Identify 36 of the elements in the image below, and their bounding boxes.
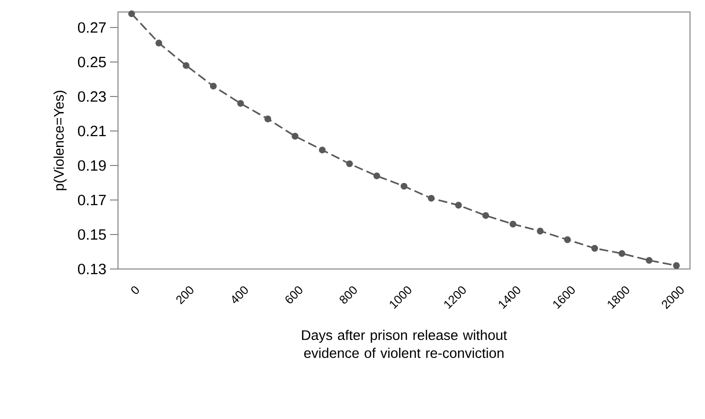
x-tick-label: 0 bbox=[131, 286, 139, 294]
y-tick-label: 0.13 bbox=[78, 264, 106, 274]
point bbox=[128, 10, 136, 18]
point bbox=[373, 172, 380, 180]
point bbox=[182, 62, 190, 69]
point bbox=[264, 116, 272, 122]
x-tick-label: 200 bbox=[176, 286, 194, 304]
y-tick-label: 0.25 bbox=[78, 56, 106, 68]
point bbox=[346, 160, 353, 168]
point bbox=[564, 236, 571, 244]
point bbox=[318, 146, 326, 154]
x-tick-label: 400 bbox=[232, 286, 248, 304]
x-tick-label: 600 bbox=[286, 286, 302, 304]
y-axis-title: p(Violence=Yes) bbox=[54, 90, 67, 190]
point bbox=[510, 220, 516, 228]
point bbox=[455, 202, 462, 209]
point bbox=[428, 194, 435, 202]
point bbox=[155, 40, 162, 46]
point bbox=[292, 132, 298, 140]
point bbox=[591, 244, 598, 252]
y-tick-label: 0.19 bbox=[78, 160, 106, 171]
point bbox=[482, 212, 490, 219]
y-tick-label: 0.23 bbox=[78, 91, 106, 102]
point bbox=[237, 100, 244, 107]
y-tick-label: 0.21 bbox=[78, 126, 106, 136]
y-tick-label: 0.17 bbox=[78, 194, 106, 206]
y-tick-label: 0.15 bbox=[78, 229, 106, 240]
y-tick-label: 0.27 bbox=[78, 22, 106, 33]
point bbox=[210, 82, 217, 90]
point bbox=[400, 182, 408, 190]
x-axis-title: Days after prison release without evidence of violent re-conviction bbox=[302, 330, 507, 358]
x-tick-label: 800 bbox=[340, 286, 357, 304]
point bbox=[536, 228, 544, 234]
point bbox=[673, 262, 680, 269]
point bbox=[618, 250, 626, 257]
point bbox=[646, 256, 653, 264]
